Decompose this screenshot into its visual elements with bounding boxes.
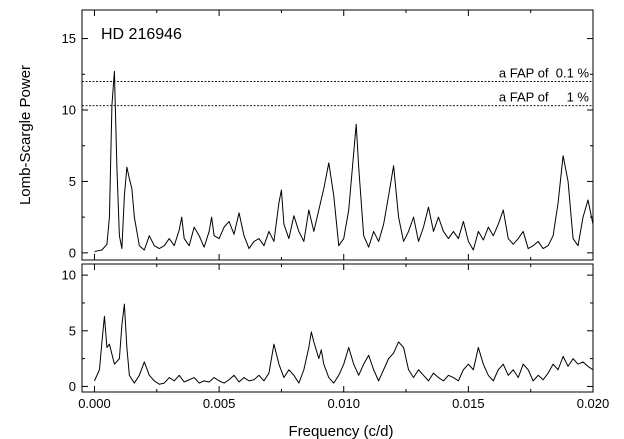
bottom-plot-frame (81, 263, 594, 393)
bottom-y-tick-label: 5 (69, 323, 76, 338)
bottom-x-tick-label: 0.005 (203, 396, 236, 411)
top-fap-label: a FAP of 0.1 % (499, 65, 590, 80)
top-star-label: HD 216946 (101, 26, 182, 43)
top-plot-frame (81, 9, 594, 261)
bottom-y-tick-label: 10 (62, 268, 76, 283)
bottom-y-tick-label: 0 (69, 379, 76, 394)
top-fap-label: a FAP of 1 % (499, 90, 590, 105)
top-y-tick-label: 15 (62, 31, 76, 46)
y-axis-title: Lomb-Scargle Power (17, 65, 34, 205)
top-y-tick-label: 0 (69, 245, 76, 260)
top-y-tick-label: 10 (62, 103, 76, 118)
x-axis-title: Frequency (c/d) (288, 423, 393, 439)
bottom-x-tick-label: 0.000 (78, 396, 111, 411)
top-y-tick-label: 5 (69, 174, 76, 189)
bottom-power-series-line (94, 303, 594, 385)
bottom-panel: 0.000 0.005 0.010 0.015 0.020 0 5 10 (62, 263, 610, 411)
bottom-x-tick-label: 0.010 (327, 396, 360, 411)
bottom-x-tick-label: 0.015 (452, 396, 485, 411)
bottom-x-tick-label: 0.020 (577, 396, 610, 411)
top-panel: 0 5 10 15 a FAP of 0.1 % a FAP of 1 % HD 21694… (62, 9, 594, 261)
top-power-series-line (94, 70, 594, 252)
